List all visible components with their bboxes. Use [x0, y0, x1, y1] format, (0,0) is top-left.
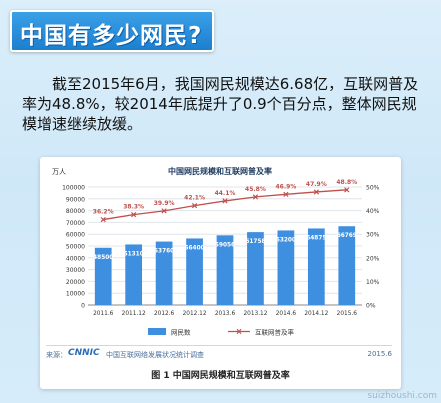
bar-value-label: 59056: [215, 242, 235, 248]
y2-tick-label: 20%: [366, 255, 380, 262]
rate-value-label: 36.2%: [93, 209, 114, 216]
y-tick-label: 20000: [66, 279, 85, 286]
y-tick-label: 0: [81, 303, 85, 310]
rate-point: [344, 187, 350, 193]
bar: [247, 232, 264, 305]
figure-caption: 图 1 中国网民规模和互联网普及率: [151, 371, 290, 381]
legend-bar-label: 网民数: [171, 328, 191, 337]
bar-value-label: 51310: [124, 251, 144, 257]
bar: [94, 247, 112, 305]
rate-value-label: 45.8%: [245, 186, 266, 193]
bar: [125, 244, 143, 305]
rate-point: [252, 194, 259, 200]
rate-value-label: 46.9%: [275, 183, 296, 190]
bar-value-label: 48500: [93, 255, 113, 261]
y-tick-label: 40000: [66, 255, 85, 262]
x-tick-label: 2015.6: [337, 311, 358, 317]
title-banner: 中国有多少网民?: [10, 10, 214, 52]
y-tick-label: 100000: [62, 185, 85, 192]
bar-value-label: 61758: [245, 239, 265, 245]
bar-value-label: 63200: [276, 237, 296, 243]
bar-value-label: 56400: [184, 245, 204, 251]
rate-value-label: 44.1%: [215, 190, 236, 197]
x-tick-label: 2014.6: [276, 311, 297, 317]
rate-point: [283, 191, 289, 197]
x-tick-label: 2011.6: [93, 311, 114, 317]
cnnic-logo: CNNIC: [68, 348, 100, 358]
x-tick-label: 2013.12: [243, 311, 267, 317]
source-label: 来源：: [46, 351, 67, 359]
rate-value-label: 48.8%: [336, 179, 357, 186]
intro-paragraph: 截至2015年6月，我国网民规模达6.68亿，互联网普及率为48.8%，较201…: [22, 75, 419, 133]
rate-value-label: 39.9%: [154, 200, 175, 207]
bar: [277, 230, 295, 305]
rate-point: [161, 208, 167, 214]
bar: [307, 228, 325, 305]
bar: [338, 226, 356, 305]
watermark: suizhoushi.com: [367, 391, 437, 401]
bar: [155, 241, 173, 305]
y2-tick-label: 50%: [366, 185, 380, 192]
x-tick-label: 2012.6: [154, 311, 175, 317]
bar: [186, 238, 203, 305]
bar-value-label: 53760: [154, 249, 174, 255]
x-tick-label: 2013.6: [215, 311, 236, 317]
y-tick-label: 60000: [66, 232, 85, 239]
rate-point: [222, 198, 228, 204]
y2-tick-label: 30%: [366, 232, 380, 239]
y-tick-label: 90000: [66, 196, 85, 203]
x-tick-label: 2012.12: [183, 311, 207, 317]
rate-point: [100, 216, 106, 223]
legend-bar-swatch: [148, 328, 166, 335]
y-tick-label: 10000: [66, 291, 85, 298]
legend-line-marker: [236, 328, 242, 335]
x-tick-label: 2014.12: [304, 311, 328, 317]
y-tick-label: 80000: [66, 208, 85, 215]
y-tick-label: 70000: [66, 220, 85, 227]
y2-tick-label: 0%: [366, 303, 376, 310]
chart-card: 中国网民规模和互联网普及率 万人 0 10000 20000 30000 40000 5000…: [40, 157, 401, 389]
chart-source: 来源： CNNIC 中国互联网络发展状况统计调查 2015.6: [46, 345, 392, 360]
rate-point: [191, 203, 198, 209]
legend-line-label: 互联网普及率: [255, 328, 295, 337]
y2-tick-label: 10%: [366, 279, 380, 286]
source-org: 中国互联网络发展状况统计调查: [106, 351, 204, 359]
source-date: 2015.6: [367, 350, 393, 358]
rate-value-label: 42.1%: [184, 195, 205, 202]
y-axis-label: 万人: [52, 168, 66, 176]
y-tick-label: 30000: [66, 267, 85, 274]
rate-value-label: 38.3%: [123, 204, 144, 211]
y-tick-label: 50000: [66, 244, 85, 251]
rate-point: [131, 211, 137, 218]
chart: 中国网民规模和互联网普及率 万人 0 10000 20000 30000 40000 5000…: [52, 166, 380, 337]
bar: [216, 235, 234, 305]
bar-value-label: 64875: [306, 235, 326, 241]
rate-point: [313, 189, 319, 195]
banner-title: 中国有多少网民?: [20, 23, 203, 49]
rate-value-label: 47.9%: [306, 181, 327, 188]
chart-title: 中国网民规模和互联网普及率: [168, 166, 272, 176]
y2-tick-label: 40%: [366, 208, 380, 215]
bar-value-label: 66769: [337, 233, 357, 239]
x-tick-label: 2011.12: [122, 311, 146, 317]
